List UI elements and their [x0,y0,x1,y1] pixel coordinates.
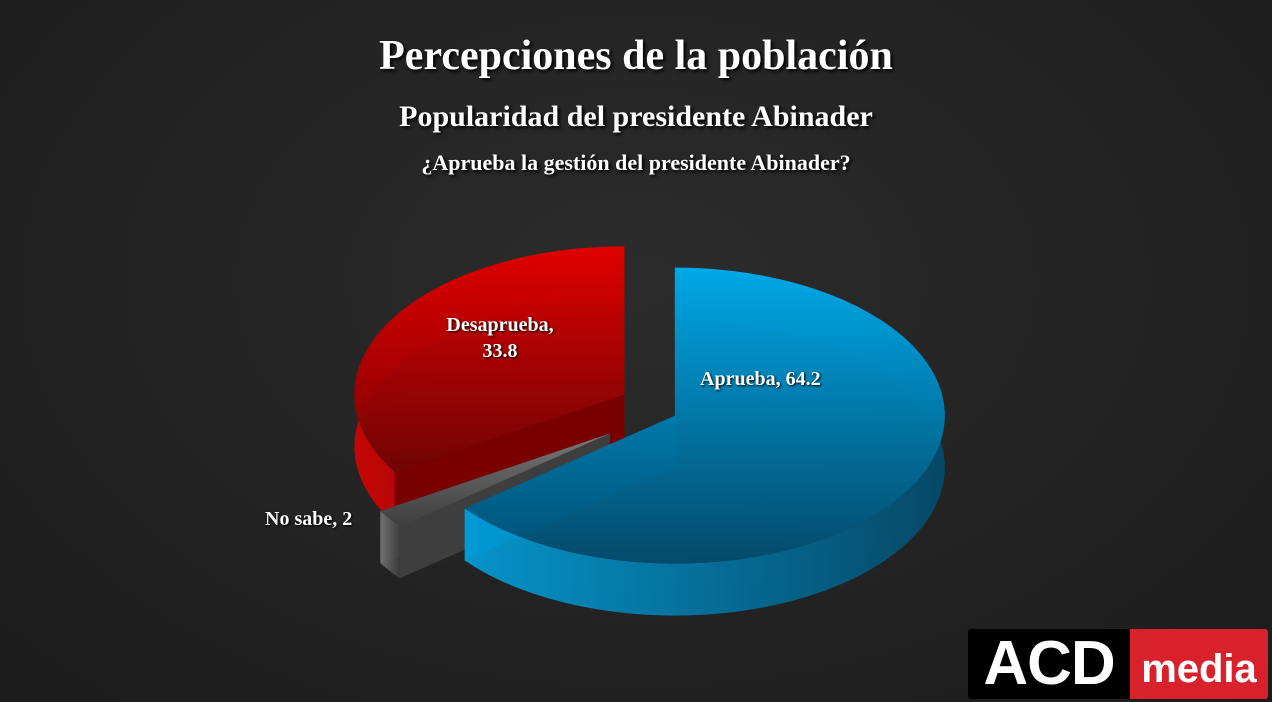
slice-top-face [464,267,945,564]
chart-title: Percepciones de la población [379,33,893,79]
label-desaprueba-value: 33.8 [482,340,518,362]
label-aprueba: Aprueba, 64.2 [700,368,821,390]
logo-acd: ACD [968,629,1130,699]
acd-media-logo: ACD media [968,629,1268,699]
slice-aprueba [464,267,945,616]
slice-top-face [354,246,625,473]
label-desaprueba-name: Desaprueba, [446,314,554,336]
logo-media: media [1130,629,1268,699]
slice-outer-wall [380,511,400,579]
chart-subtitle: Popularidad del presidente Abinader [399,100,873,133]
chart-question: ¿Aprueba la gestión del presidente Abina… [421,150,851,175]
slice-top-face [380,433,611,527]
label-no-sabe: No sabe, 2 [265,508,353,530]
label-desaprueba: Desaprueba, 33.8 [425,312,575,364]
slice-outer-wall [464,267,945,616]
